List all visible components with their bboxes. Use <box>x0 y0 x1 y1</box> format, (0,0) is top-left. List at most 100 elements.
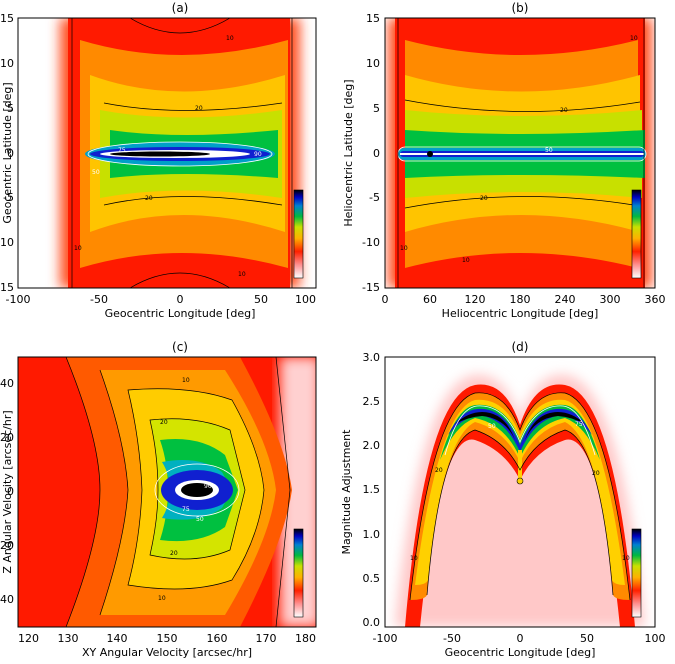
panel-b-ytick: 15 <box>366 12 380 25</box>
panel-d-xtick: -50 <box>443 632 461 645</box>
panel-b-ytick: 10 <box>366 57 380 70</box>
panel-d-contour-label: 20 <box>592 470 600 477</box>
panel-c-ytick: -40 <box>0 593 14 606</box>
panel-d-contour-label: 75 <box>575 421 583 428</box>
panel-d: (d) 10 10 20 20 50 75 -10 <box>340 340 666 659</box>
panel-c-contour-label: 20 <box>170 550 178 557</box>
panel-b-xtick: 300 <box>600 293 621 306</box>
panel-a-heatmap <box>43 18 316 288</box>
panel-c-xtick: 130 <box>58 632 79 645</box>
panel-a-contour-label: 20 <box>145 195 153 202</box>
panel-a-contour-label: 20 <box>195 105 203 112</box>
panel-c-contour-label: 10 <box>158 595 166 602</box>
panel-b-contour-label: 10 <box>630 35 638 42</box>
panel-a-contour-label: 75 <box>118 147 126 154</box>
panel-a-xtick: 100 <box>295 293 316 306</box>
panel-d-ytick: 1.0 <box>363 528 381 541</box>
panel-a-ytick: -15 <box>0 281 14 294</box>
panel-a-ylabel: Geocentric Latitude [deg] <box>1 82 14 223</box>
panel-a-contour-label: 90 <box>254 151 262 158</box>
panel-d-title: (d) <box>512 340 529 354</box>
panel-b-contour-label: 50 <box>545 147 553 154</box>
panel-b-contour-label: 20 <box>480 195 488 202</box>
panel-a-xlabel: Geocentric Longitude [deg] <box>105 307 256 320</box>
panel-b-ytick: 0 <box>373 147 380 160</box>
panel-d-contour-label: 10 <box>410 555 418 562</box>
panel-b-ytick: 5 <box>373 102 380 115</box>
panel-c-xticks: 120 130 140 150 160 170 180 <box>18 632 316 645</box>
panel-c-ytick: 20 <box>0 431 14 444</box>
panel-a: (a) 10 10 20 20 50 90 <box>0 1 317 320</box>
panel-b-xticks: 0 60 120 180 240 300 360 <box>382 293 666 306</box>
panel-a-contour-label: 50 <box>92 169 100 176</box>
panel-d-contour-labels: 10 10 20 20 50 75 <box>410 421 630 562</box>
panel-a-contour-label: 10 <box>238 271 246 278</box>
panel-a-contour-label: 10 <box>226 35 234 42</box>
panel-c-xtick: 120 <box>18 632 39 645</box>
panel-d-ytick: 2.5 <box>363 395 381 408</box>
panel-b-colorbar <box>631 189 642 279</box>
panel-a-ytick: 0 <box>7 147 14 160</box>
panel-b-ylabel: Heliocentric Latitude [deg] <box>342 79 355 226</box>
panel-b-heatmap <box>385 18 655 288</box>
panel-d-ytick: 0.0 <box>363 616 381 629</box>
panel-d-xtick: -100 <box>373 632 398 645</box>
panel-c-ytick: 40 <box>0 377 14 390</box>
panel-b-contour-labels: 10 10 20 20 50 10 <box>400 35 638 264</box>
panel-c-contour-label: 90 <box>204 483 212 490</box>
panel-b-xtick: 60 <box>423 293 437 306</box>
panel-b-yticks: -15 -10 -5 0 5 10 15 <box>362 12 380 294</box>
panel-c-contour-label: 50 <box>196 516 204 523</box>
panel-c-xtick: 140 <box>107 632 128 645</box>
panel-d-ytick: 3.0 <box>363 351 381 364</box>
panel-b-xlabel: Heliocentric Longitude [deg] <box>442 307 599 320</box>
panel-c-yticks: -40 -20 0 20 40 <box>0 377 14 606</box>
panel-a-ytick: -5 <box>3 191 14 204</box>
panel-c-frame <box>17 356 317 628</box>
panel-a-yticks: -15 -10 -5 0 5 10 15 <box>0 12 14 294</box>
panel-d-contour-label: 20 <box>435 467 443 474</box>
panel-c-colorbar <box>293 528 304 618</box>
panel-b-contour-label: 10 <box>400 245 408 252</box>
panel-d-contour-label: 10 <box>622 555 630 562</box>
panel-b-ytick: -5 <box>369 191 380 204</box>
panel-d-ytick: 2.0 <box>363 439 381 452</box>
panel-c-contour-labels: 10 10 20 20 50 75 90 <box>158 377 212 602</box>
panel-c-heatmap <box>18 357 316 627</box>
panel-d-xtick: 100 <box>645 632 666 645</box>
panel-b-xtick: 0 <box>382 293 389 306</box>
panel-a-contour-labels: 10 10 20 20 50 90 75 10 <box>74 35 262 278</box>
panel-d-heatmap <box>385 357 655 627</box>
panel-d-contour-label: 50 <box>488 423 496 430</box>
panel-c-ytick: -20 <box>0 539 14 552</box>
panel-a-ytick: 15 <box>0 12 14 25</box>
panel-d-xticks: -100 -50 0 50 100 <box>373 632 666 645</box>
panel-d-xtick: 0 <box>517 632 524 645</box>
panel-c: (c) 10 10 20 20 50 75 90 <box>0 340 317 659</box>
panel-b-frame <box>384 17 656 289</box>
panel-c-xtick: 150 <box>157 632 178 645</box>
panel-a-frame <box>17 17 317 289</box>
panel-d-yticks: 0.0 0.5 1.0 1.5 2.0 2.5 3.0 <box>363 351 381 629</box>
panel-b-xtick: 180 <box>510 293 531 306</box>
panel-a-ytick: 5 <box>7 102 14 115</box>
panel-b-xtick: 240 <box>555 293 576 306</box>
panel-d-ytick: 0.5 <box>363 572 381 585</box>
panel-c-ytick: 0 <box>7 485 14 498</box>
panel-a-xtick: 50 <box>254 293 268 306</box>
panel-b-title: (b) <box>512 1 529 15</box>
panel-d-ylabel: Magnitude Adjustment <box>340 429 353 555</box>
panel-a-contour-label: 10 <box>74 245 82 252</box>
panel-c-title: (c) <box>172 340 188 354</box>
panel-c-contour-label: 20 <box>160 419 168 426</box>
panel-b-ytick: -10 <box>362 236 380 249</box>
panel-d-ytick: 1.5 <box>363 483 381 496</box>
panel-c-contour-label: 10 <box>182 377 190 384</box>
panel-b-ytick: -15 <box>362 281 380 294</box>
panel-a-ytick: -10 <box>0 236 14 249</box>
panel-a-colorbar <box>293 189 304 279</box>
panel-c-xtick: 160 <box>207 632 228 645</box>
panel-a-xtick: 0 <box>177 293 184 306</box>
panel-d-colorbar <box>631 528 642 618</box>
